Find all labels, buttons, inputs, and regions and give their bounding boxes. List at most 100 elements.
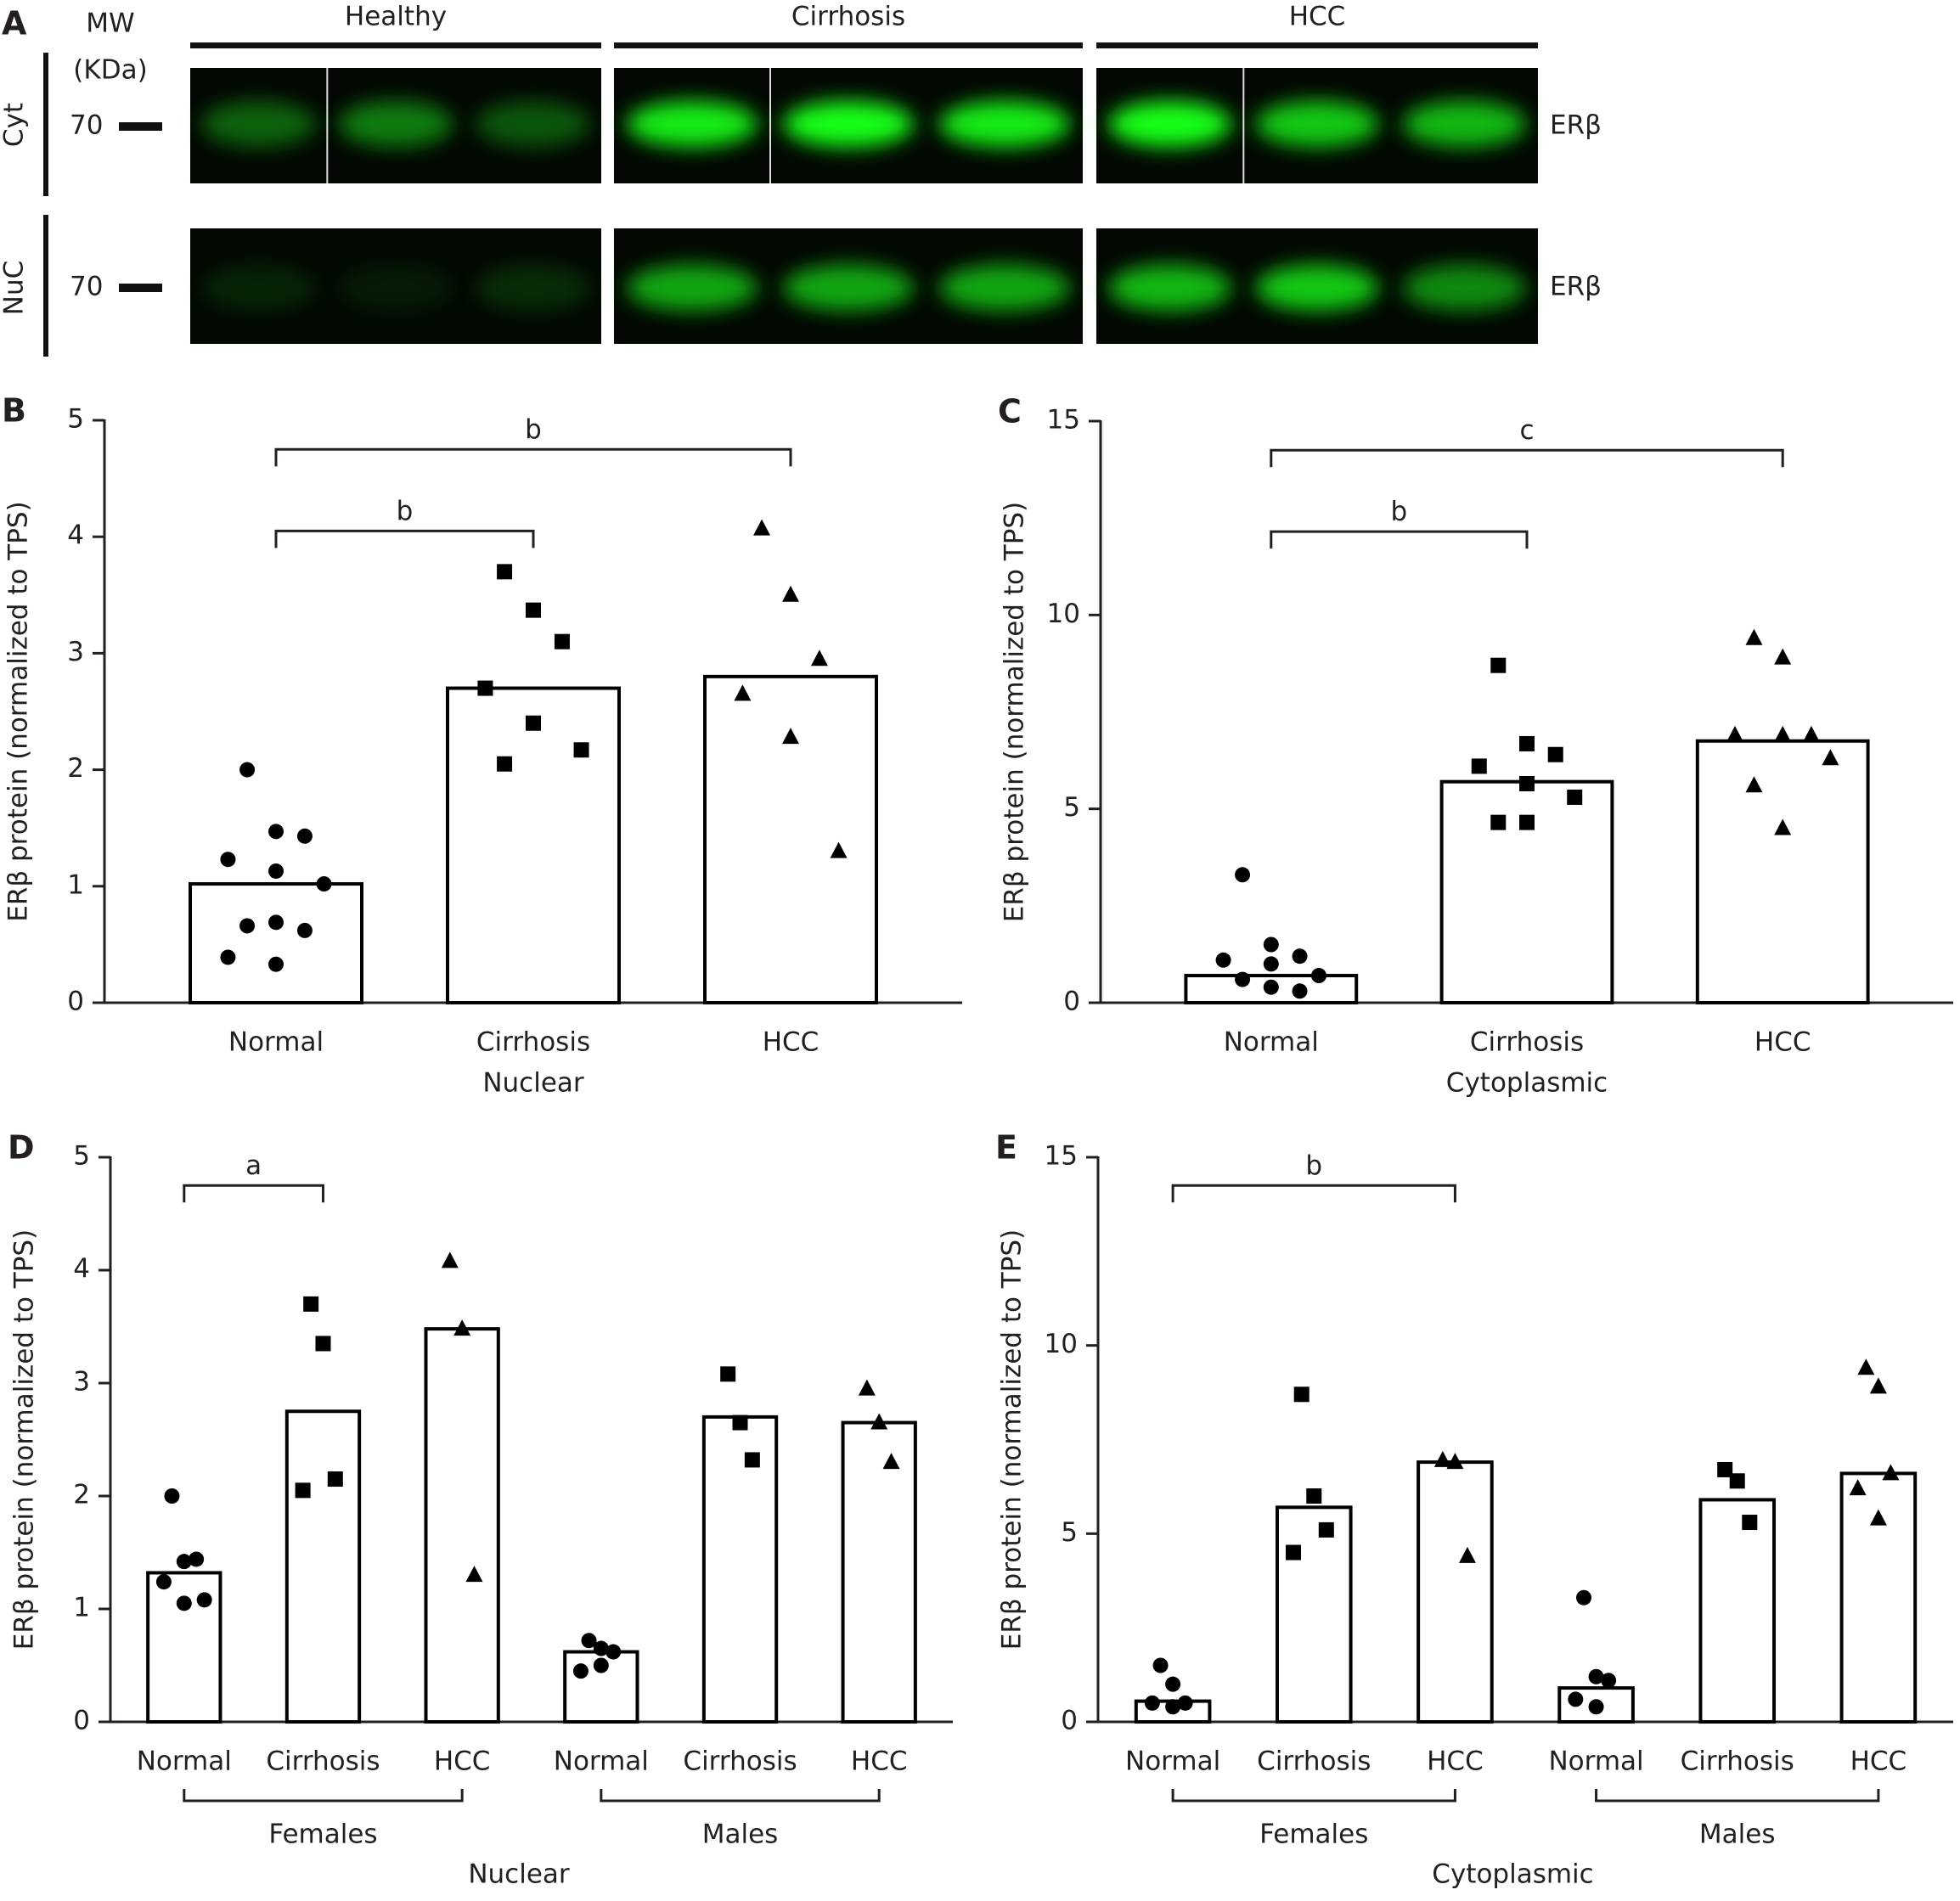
x-tick-label: HCC: [851, 1746, 908, 1777]
x-tick-label: Normal: [1548, 1746, 1643, 1777]
point: [1306, 1488, 1322, 1504]
point: [1446, 1453, 1464, 1470]
point: [1567, 789, 1583, 805]
group-line: [190, 42, 601, 48]
point: [1177, 1695, 1193, 1711]
x-tick-label: Normal: [228, 1027, 324, 1058]
point: [1490, 814, 1507, 830]
x-tick-label: Cirrhosis: [1257, 1746, 1371, 1777]
point: [295, 1482, 311, 1499]
mw-label: MW: [86, 8, 134, 39]
y-tick-label: 0: [73, 1706, 90, 1736]
point: [870, 1413, 888, 1430]
point: [1717, 1461, 1733, 1477]
point: [782, 728, 799, 745]
point: [1588, 1699, 1604, 1715]
point: [268, 956, 284, 972]
point: [593, 1657, 609, 1673]
panel-label: C: [998, 393, 1022, 430]
point: [296, 922, 313, 938]
point: [1215, 952, 1231, 968]
x-axis-label: Cytoplasmic: [1432, 1859, 1593, 1890]
point: [268, 824, 284, 840]
point: [497, 756, 513, 772]
significance-label: b: [525, 414, 542, 445]
y-tick-label: 4: [67, 520, 84, 551]
point: [1568, 1691, 1584, 1707]
point: [1235, 971, 1251, 987]
bar: [424, 1327, 500, 1724]
point: [1165, 1676, 1181, 1692]
y-tick-label: 5: [1063, 792, 1080, 823]
point: [1726, 725, 1743, 742]
bar: [841, 1420, 917, 1724]
bar: [1695, 739, 1870, 1004]
blot-band: [338, 100, 453, 148]
bar: [189, 882, 363, 1005]
y-tick-label: 15: [1047, 405, 1080, 436]
point: [296, 828, 313, 844]
significance-label: c: [1519, 415, 1534, 446]
panel-label: E: [995, 1129, 1017, 1167]
point: [164, 1488, 180, 1504]
significance-bracket: [1270, 448, 1784, 468]
point: [554, 633, 570, 650]
group-line: [614, 42, 1083, 48]
blot-band: [200, 264, 317, 312]
x-tick-label: Cirrhosis: [1681, 1746, 1794, 1777]
point: [1292, 983, 1308, 999]
blot-band: [1402, 264, 1527, 312]
point: [1774, 818, 1792, 835]
blot-band: [782, 264, 915, 312]
fraction-label: NuC: [0, 261, 30, 315]
significance-bracket: [183, 1184, 324, 1203]
point: [327, 1471, 343, 1488]
point: [1311, 968, 1327, 984]
fraction-label: Cyt: [0, 103, 30, 147]
lane-separator: [326, 68, 329, 183]
point: [1857, 1358, 1875, 1375]
point: [155, 1574, 172, 1590]
x-tick-label: Normal: [137, 1746, 232, 1777]
blot-band: [626, 264, 758, 312]
point: [239, 918, 256, 934]
point: [220, 949, 236, 965]
significance-bracket: [274, 447, 792, 467]
x-tick-label: HCC: [1427, 1746, 1484, 1777]
blot-band: [938, 264, 1071, 312]
point: [572, 1663, 589, 1679]
y-tick-label: 3: [73, 1367, 90, 1398]
significance-label: b: [397, 496, 414, 526]
point: [268, 914, 284, 931]
point: [720, 1366, 736, 1382]
x-tick-label: Normal: [554, 1746, 649, 1777]
group-label: Males: [1699, 1819, 1776, 1850]
group-label: HCC: [1289, 2, 1346, 32]
mw-marker: 70: [70, 272, 103, 302]
y-tick-label: 0: [1063, 987, 1080, 1017]
mw-unit: (KDa): [73, 55, 147, 86]
point: [220, 852, 236, 868]
y-axis-label: ERβ protein (normalized to TPS): [1000, 502, 1030, 922]
point: [1433, 1450, 1451, 1467]
y-tick-label: 5: [73, 1141, 90, 1172]
point: [732, 1415, 748, 1431]
point: [1882, 1464, 1900, 1481]
point: [1263, 956, 1279, 972]
mw-marker: 70: [70, 110, 103, 141]
point: [1601, 1673, 1617, 1689]
point: [1822, 749, 1839, 766]
x-tick-label: Normal: [1224, 1027, 1319, 1058]
x-tick-label: Cirrhosis: [266, 1746, 380, 1777]
point: [316, 876, 332, 892]
significance-bracket: [1171, 1184, 1456, 1203]
group-line: [1096, 42, 1538, 48]
x-tick-label: Cirrhosis: [683, 1746, 797, 1777]
x-tick-label: HCC: [434, 1746, 491, 1777]
x-tick-label: HCC: [763, 1027, 819, 1058]
point: [1286, 1544, 1302, 1561]
blot-band: [1402, 100, 1527, 148]
point: [1729, 1473, 1745, 1489]
point: [1318, 1521, 1334, 1538]
lane-separator: [769, 68, 771, 183]
